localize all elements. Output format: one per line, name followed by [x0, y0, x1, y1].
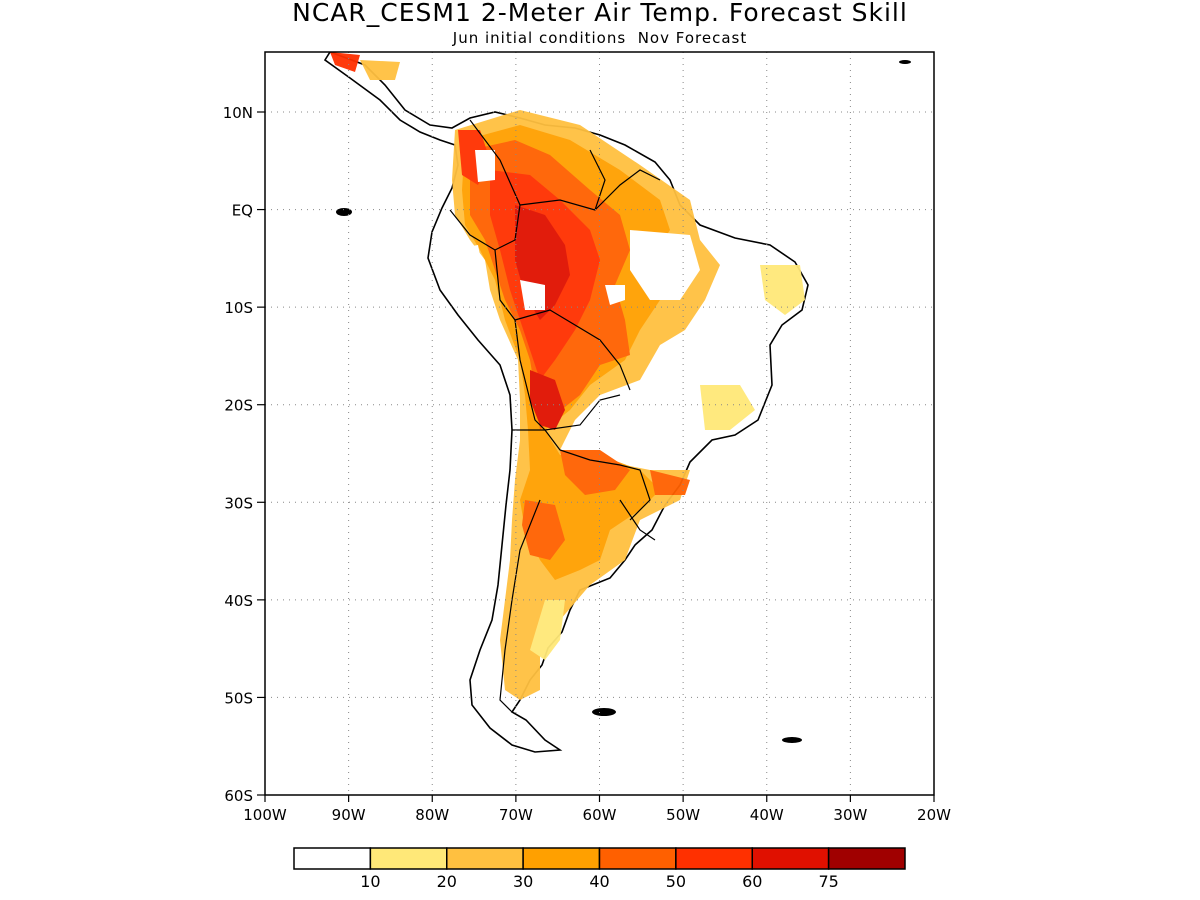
- colorbar: 10 20 30 40 50 60 75: [293, 847, 906, 891]
- colorbar-swatch: [751, 847, 830, 870]
- lon-tick-label: 70W: [499, 806, 533, 824]
- skill-field: [323, 52, 911, 753]
- colorbar-label: 50: [666, 872, 686, 891]
- lon-tick-label: 20W: [917, 806, 951, 824]
- lon-tick-label: 80W: [415, 806, 449, 824]
- map-subtitle: Jun initial conditions Nov Forecast: [452, 29, 748, 47]
- latitude-axis: 10N EQ 10S 20S 30S 40S 50S 60S: [223, 104, 265, 805]
- lat-tick-label: 40S: [224, 592, 253, 610]
- colorbar-swatch: [598, 847, 677, 870]
- lat-tick-label: 50S: [224, 689, 253, 707]
- colorbar-swatch: [675, 847, 753, 870]
- colorbar-label: 40: [589, 872, 609, 891]
- longitude-axis: 100W 90W 80W 70W 60W 50W 40W 30W 20W: [243, 795, 951, 824]
- lon-tick-label: 40W: [750, 806, 784, 824]
- colorbar-label: 60: [742, 872, 762, 891]
- lat-tick-label: 20S: [224, 397, 253, 415]
- lon-tick-label: 100W: [243, 806, 287, 824]
- lon-tick-label: 90W: [332, 806, 366, 824]
- lat-tick-label: 60S: [224, 787, 253, 805]
- colorbar-swatch: [446, 847, 524, 870]
- colorbar-swatch: [369, 847, 448, 870]
- map-title: NCAR_CESM1 2-Meter Air Temp. Forecast Sk…: [292, 0, 908, 27]
- colorbar-swatch: [293, 847, 372, 870]
- lon-tick-label: 50W: [666, 806, 700, 824]
- colorbar-swatch: [522, 847, 601, 870]
- lon-tick-label: 30W: [833, 806, 867, 824]
- lat-tick-label: EQ: [232, 202, 253, 220]
- lat-tick-label: 10N: [223, 104, 253, 122]
- colorbar-label: 10: [360, 872, 380, 891]
- colorbar-swatch: [827, 847, 906, 870]
- colorbar-label: 30: [513, 872, 533, 891]
- lat-tick-label: 10S: [224, 299, 253, 317]
- colorbar-label: 20: [437, 872, 457, 891]
- lon-tick-label: 60W: [583, 806, 617, 824]
- lat-tick-label: 30S: [224, 494, 253, 512]
- colorbar-label: 75: [818, 872, 838, 891]
